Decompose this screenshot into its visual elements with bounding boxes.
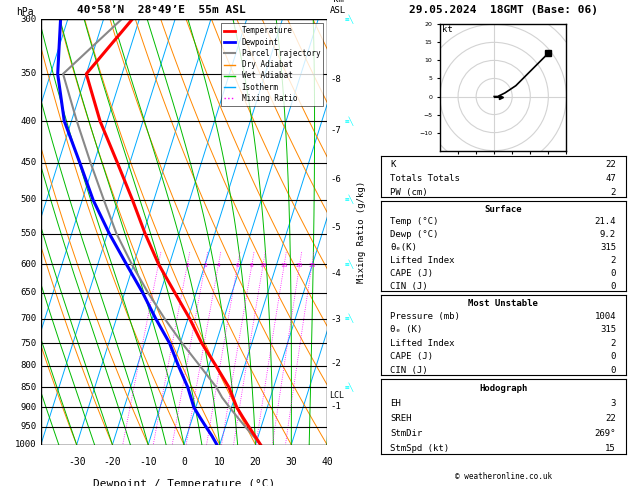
Text: -20: -20 xyxy=(104,457,121,467)
Text: ≡╲: ≡╲ xyxy=(345,314,354,323)
Text: -3: -3 xyxy=(330,315,341,324)
Text: Most Unstable: Most Unstable xyxy=(468,299,538,308)
Text: -7: -7 xyxy=(330,126,341,135)
Text: 800: 800 xyxy=(21,362,36,370)
Text: CAPE (J): CAPE (J) xyxy=(391,352,433,361)
Text: 2: 2 xyxy=(186,262,189,268)
Text: 10: 10 xyxy=(214,457,226,467)
Text: ≡╲: ≡╲ xyxy=(345,382,354,392)
Text: Lifted Index: Lifted Index xyxy=(391,256,455,265)
Text: 2: 2 xyxy=(611,339,616,348)
Text: 500: 500 xyxy=(21,195,36,205)
Text: LCL: LCL xyxy=(329,391,344,400)
Text: hPa: hPa xyxy=(16,7,33,17)
Text: 450: 450 xyxy=(21,158,36,167)
Text: 1000: 1000 xyxy=(15,440,36,449)
Text: -4: -4 xyxy=(330,269,341,278)
Text: StmDir: StmDir xyxy=(391,429,423,438)
Text: 0: 0 xyxy=(611,269,616,278)
Text: 20: 20 xyxy=(250,457,262,467)
Text: 4: 4 xyxy=(216,262,220,268)
Text: Totals Totals: Totals Totals xyxy=(391,174,460,183)
Text: Mixing Ratio (g/kg): Mixing Ratio (g/kg) xyxy=(357,181,366,283)
Text: -8: -8 xyxy=(330,75,341,85)
Text: 0: 0 xyxy=(181,457,187,467)
Text: 47: 47 xyxy=(605,174,616,183)
Text: K: K xyxy=(391,160,396,169)
Text: -1: -1 xyxy=(330,402,341,412)
Text: 950: 950 xyxy=(21,422,36,431)
Text: Lifted Index: Lifted Index xyxy=(391,339,455,348)
Text: 550: 550 xyxy=(21,229,36,238)
Text: 2: 2 xyxy=(611,188,616,196)
Text: ≡╲: ≡╲ xyxy=(345,116,354,126)
Text: StmSpd (kt): StmSpd (kt) xyxy=(391,444,450,453)
Text: Dewp (°C): Dewp (°C) xyxy=(391,230,439,239)
Text: © weatheronline.co.uk: © weatheronline.co.uk xyxy=(455,472,552,481)
Text: ≡╲: ≡╲ xyxy=(345,195,354,205)
Text: 650: 650 xyxy=(21,288,36,297)
Text: 40°58’N  28°49’E  55m ASL: 40°58’N 28°49’E 55m ASL xyxy=(77,4,245,15)
Text: 8: 8 xyxy=(250,262,253,268)
Text: 29.05.2024  18GMT (Base: 06): 29.05.2024 18GMT (Base: 06) xyxy=(409,4,598,15)
Text: Dewpoint / Temperature (°C): Dewpoint / Temperature (°C) xyxy=(93,479,275,486)
Text: 400: 400 xyxy=(21,117,36,125)
Text: -5: -5 xyxy=(330,223,341,232)
Text: CIN (J): CIN (J) xyxy=(391,365,428,375)
Text: 3: 3 xyxy=(203,262,207,268)
Legend: Temperature, Dewpoint, Parcel Trajectory, Dry Adiabat, Wet Adiabat, Isotherm, Mi: Temperature, Dewpoint, Parcel Trajectory… xyxy=(221,23,323,106)
Text: 30: 30 xyxy=(286,457,297,467)
Text: 600: 600 xyxy=(21,260,36,269)
Text: 9.2: 9.2 xyxy=(600,230,616,239)
Text: 0: 0 xyxy=(611,281,616,291)
Text: -10: -10 xyxy=(140,457,157,467)
Text: -2: -2 xyxy=(330,359,341,368)
Text: 315: 315 xyxy=(600,243,616,252)
Text: 300: 300 xyxy=(21,15,36,24)
Text: 700: 700 xyxy=(21,314,36,323)
Text: Surface: Surface xyxy=(484,205,522,213)
Text: 0: 0 xyxy=(611,352,616,361)
Text: 2: 2 xyxy=(611,256,616,265)
Text: 3: 3 xyxy=(611,399,616,408)
Text: CIN (J): CIN (J) xyxy=(391,281,428,291)
Text: 40: 40 xyxy=(321,457,333,467)
Text: 25: 25 xyxy=(308,262,316,268)
Text: 22: 22 xyxy=(605,160,616,169)
Text: 850: 850 xyxy=(21,383,36,392)
Text: ≡╲: ≡╲ xyxy=(345,260,354,269)
Text: θₑ (K): θₑ (K) xyxy=(391,326,423,334)
Text: 20: 20 xyxy=(296,262,303,268)
Text: CAPE (J): CAPE (J) xyxy=(391,269,433,278)
Text: 15: 15 xyxy=(281,262,288,268)
Text: 15: 15 xyxy=(605,444,616,453)
Text: 0: 0 xyxy=(611,365,616,375)
Text: -30: -30 xyxy=(68,457,86,467)
Text: 315: 315 xyxy=(600,326,616,334)
Text: 1: 1 xyxy=(157,262,160,268)
Text: 21.4: 21.4 xyxy=(594,217,616,226)
Text: 1004: 1004 xyxy=(594,312,616,321)
Text: 6: 6 xyxy=(236,262,240,268)
Text: ≡╲: ≡╲ xyxy=(345,15,354,24)
Text: 22: 22 xyxy=(605,414,616,423)
Text: PW (cm): PW (cm) xyxy=(391,188,428,196)
Text: 900: 900 xyxy=(21,403,36,412)
Text: km
ASL: km ASL xyxy=(330,0,347,15)
Text: EH: EH xyxy=(391,399,401,408)
Text: kt: kt xyxy=(442,24,453,34)
Text: 350: 350 xyxy=(21,69,36,78)
Text: Hodograph: Hodograph xyxy=(479,384,527,393)
Text: Temp (°C): Temp (°C) xyxy=(391,217,439,226)
Text: 750: 750 xyxy=(21,339,36,347)
Text: θₑ(K): θₑ(K) xyxy=(391,243,417,252)
Text: -6: -6 xyxy=(330,175,341,184)
Text: SREH: SREH xyxy=(391,414,412,423)
Text: 269°: 269° xyxy=(594,429,616,438)
Text: Pressure (mb): Pressure (mb) xyxy=(391,312,460,321)
Text: 10: 10 xyxy=(259,262,267,268)
